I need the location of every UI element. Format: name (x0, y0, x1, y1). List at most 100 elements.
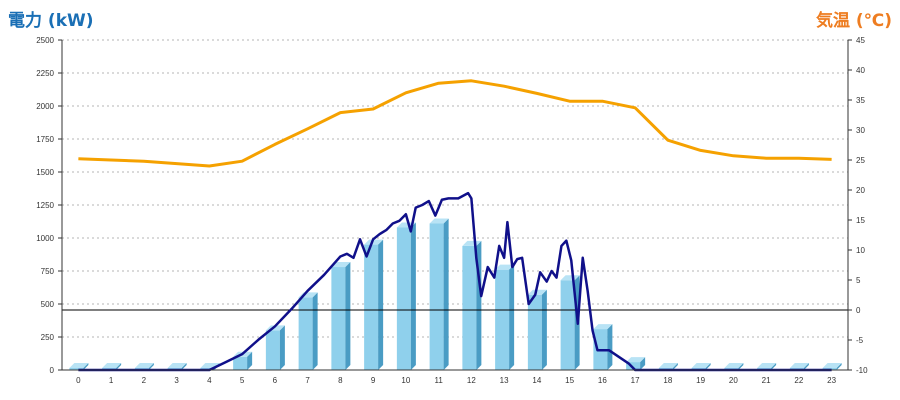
bar-side (410, 222, 416, 370)
x-tick-label: 6 (273, 376, 278, 385)
x-tick-label: 12 (467, 376, 476, 385)
bar-top (789, 363, 809, 369)
bar-top (495, 264, 515, 270)
bar-front (364, 244, 379, 370)
bar-side (279, 325, 285, 370)
bar-top (364, 239, 384, 245)
power-bar (298, 292, 318, 370)
bar-front (69, 368, 84, 370)
bar-side (640, 357, 646, 370)
x-tick-label: 8 (338, 376, 343, 385)
bar-side (181, 363, 187, 370)
x-tick-label: 23 (827, 376, 836, 385)
right-tick-label: 45 (856, 36, 865, 45)
power-bar (626, 357, 646, 370)
bar-top (658, 363, 678, 369)
bar-front (298, 297, 313, 370)
x-tick-label: 20 (729, 376, 738, 385)
x-tick-label: 21 (762, 376, 771, 385)
power-bar (462, 240, 482, 370)
bar-side (148, 363, 154, 370)
bar-side (83, 363, 89, 370)
x-tick-label: 15 (565, 376, 574, 385)
bar-top (757, 363, 777, 369)
bar-side (607, 324, 613, 370)
bar-front (462, 245, 477, 370)
x-tick-label: 1 (109, 376, 114, 385)
temperature-line (78, 79, 832, 168)
right-tick-label: 30 (856, 126, 865, 135)
x-tick-label: 22 (794, 376, 803, 385)
right-tick-label: 5 (856, 276, 861, 285)
left-tick-label: 500 (41, 300, 55, 309)
temperature-line-layer (78, 79, 832, 168)
x-tick-label: 9 (371, 376, 376, 385)
bar-top (560, 275, 580, 281)
left-tick-label: 1500 (36, 168, 54, 177)
x-tick-label: 16 (598, 376, 607, 385)
bar-side (705, 363, 711, 370)
right-tick-label: 10 (856, 246, 865, 255)
right-tick-label: 40 (856, 66, 865, 75)
left-tick-label: 2000 (36, 102, 54, 111)
bar-top (626, 357, 646, 363)
x-tick-label: 3 (174, 376, 179, 385)
bar-side (378, 239, 384, 370)
power-bars (69, 218, 842, 370)
bar-front (429, 223, 444, 370)
bar-side (738, 363, 744, 370)
x-tick-label: 14 (532, 376, 541, 385)
power-bar (429, 218, 449, 370)
right-tick-label: 25 (856, 156, 865, 165)
bar-top (724, 363, 744, 369)
x-tick-label: 5 (240, 376, 245, 385)
left-tick-label: 250 (41, 333, 55, 342)
bar-side (443, 218, 449, 370)
left-tick-label: 1000 (36, 234, 54, 243)
right-tick-label: 35 (856, 96, 865, 105)
right-axis-title: 気温 (℃) (815, 11, 892, 31)
bar-side (771, 363, 777, 370)
right-tick-label: -5 (856, 336, 864, 345)
power-bar (396, 222, 416, 370)
left-tick-label: 750 (41, 267, 55, 276)
x-tick-label: 18 (663, 376, 672, 385)
bar-front (626, 362, 641, 370)
power-bar (331, 262, 351, 370)
bar-side (247, 351, 253, 370)
bar-top (134, 363, 154, 369)
bar-side (312, 292, 318, 370)
left-tick-label: 1250 (36, 201, 54, 210)
power-line-layer (78, 191, 832, 372)
bar-top (527, 289, 547, 295)
bar-side (672, 363, 678, 370)
bar-side (541, 289, 547, 370)
bar-top (593, 324, 613, 330)
bar-side (116, 363, 122, 370)
gridlines (62, 39, 848, 338)
left-tick-label: 2250 (36, 69, 54, 78)
x-tick-label: 4 (207, 376, 212, 385)
bar-top (691, 363, 711, 369)
bar-top (167, 363, 187, 369)
bar-top (102, 363, 122, 369)
x-tick-label: 2 (142, 376, 147, 385)
power-bar (495, 264, 515, 370)
left-tick-label: 0 (50, 366, 55, 375)
power-bar (265, 325, 285, 370)
power-bar (364, 239, 384, 370)
x-tick-label: 0 (76, 376, 81, 385)
x-tick-label: 19 (696, 376, 705, 385)
left-tick-label: 1750 (36, 135, 54, 144)
bar-front (233, 356, 248, 370)
bar-front (527, 294, 542, 370)
bar-side (836, 363, 842, 370)
bar-top (429, 218, 449, 224)
bar-front (331, 267, 346, 370)
bar-top (331, 262, 351, 268)
bar-side (345, 262, 351, 370)
right-tick-label: 15 (856, 216, 865, 225)
bar-front (396, 227, 411, 370)
x-tick-label: 7 (305, 376, 310, 385)
x-tick-label: 10 (401, 376, 410, 385)
